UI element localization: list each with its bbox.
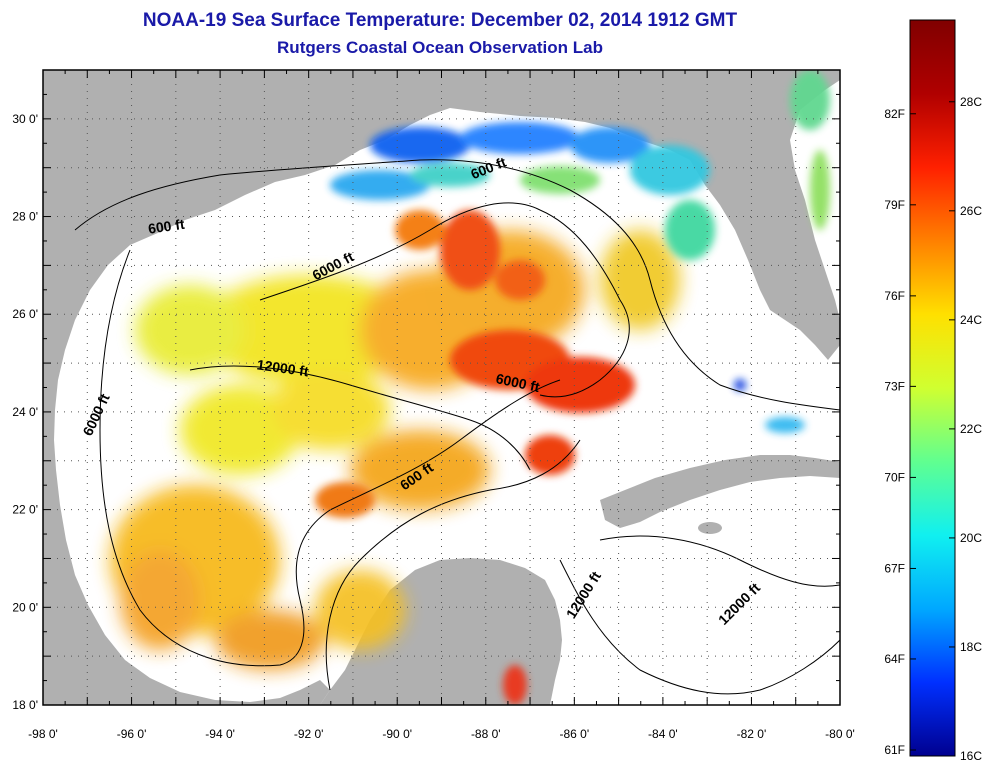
x-axis-labels: -98 0' -96 0' -94 0' -92 0' -90 0' -88 0' -86 … [28,727,855,741]
map-title: NOAA-19 Sea Surface Temperature: Decembe… [142,10,738,31]
colorbar-c-label: 28C [960,95,982,109]
y-tick-label: 26 0' [12,307,38,321]
colorbar-f-label: 79F [884,198,905,212]
x-tick-label: -96 0' [117,727,147,741]
colorbar-f-label: 64F [884,652,905,666]
x-tick-label: -80 0' [825,727,855,741]
contour-label: 12000 ft [256,356,310,379]
x-tick-label: -94 0' [205,727,235,741]
colorbar-ticks: 28C 26C 24C 22C 20C 18C 16C 82F 79F 76F 73F 70F 67F 6… [884,95,982,763]
colorbar [909,19,956,757]
y-tick-label: 20 0' [12,600,38,614]
y-tick-label: 28 0' [12,210,38,224]
contour-600ft-yucatan [325,439,581,691]
y-tick-label: 30 0' [12,112,38,126]
contour-label: 600 ft [147,216,186,237]
colorbar-f-label: 73F [884,379,905,393]
x-tick-label: -84 0' [648,727,678,741]
colorbar-f-label: 61F [884,743,905,757]
contour-6000ft-west [99,249,561,667]
colorbar-c-label: 24C [960,313,982,327]
x-tick-label: -86 0' [560,727,590,741]
land-us-coast [43,70,840,705]
colorbar-f-label: 70F [884,470,905,484]
land-yucatan [320,558,562,705]
colorbar-f-label: 82F [884,107,905,121]
graticule [43,70,840,705]
y-tick-label: 24 0' [12,405,38,419]
colorbar-c-label: 26C [960,204,982,218]
map-subtitle: Rutgers Coastal Ocean Observation Lab [277,38,603,57]
colorbar-c-label: 20C [960,531,982,545]
contour-deep-caribbean [599,535,840,587]
y-tick-label: 18 0' [12,698,38,712]
colorbar-f-label: 67F [884,561,905,575]
contour-12000ft [189,365,531,471]
colorbar-c-label: 22C [960,422,982,436]
y-tick-label: 22 0' [12,503,38,517]
axis-ticks [42,69,841,706]
colorbar-f-label: 76F [884,289,905,303]
x-tick-label: -90 0' [382,727,412,741]
y-axis-labels: 30 0' 28 0' 26 0' 24 0' 22 0' 20 0' 18 0' [12,112,38,712]
x-tick-label: -82 0' [737,727,767,741]
x-tick-label: -88 0' [471,727,501,741]
x-tick-label: -92 0' [294,727,324,741]
contour-12000ft-caribbean [559,559,840,695]
x-tick-label: -98 0' [28,727,58,741]
sst-field [110,70,830,705]
colorbar-c-label: 16C [960,749,982,763]
land-isle-of-youth [698,522,722,534]
contour-6000ft-north [259,202,630,398]
colorbar-c-label: 18C [960,640,982,654]
